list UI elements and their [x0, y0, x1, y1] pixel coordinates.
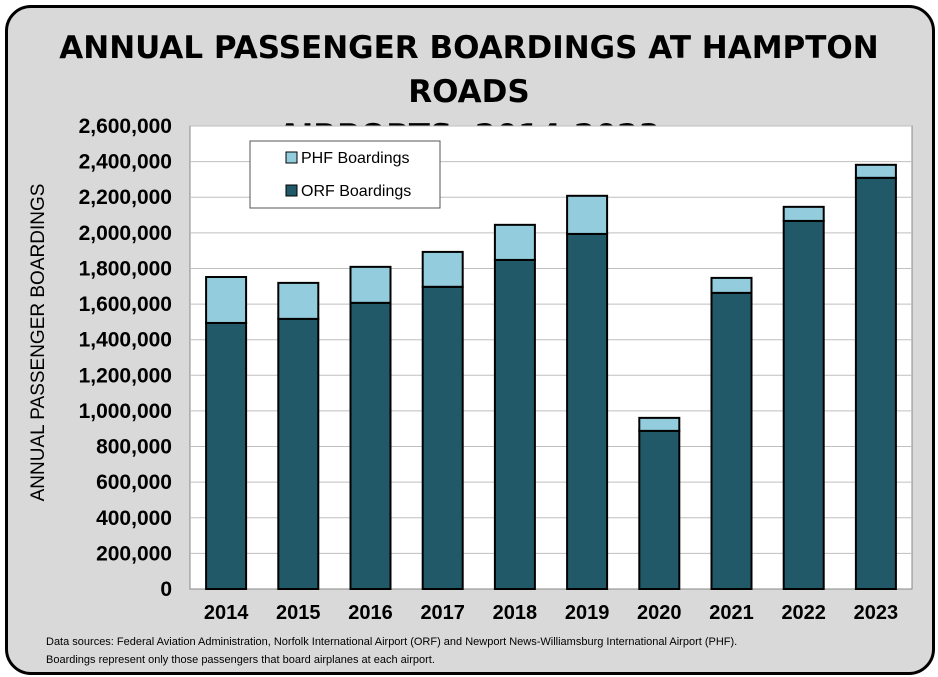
y-tick-label: 1,600,000 [79, 293, 172, 316]
x-tick-label: 2019 [565, 602, 610, 624]
bar-orf-2018 [493, 258, 536, 590]
y-tick-label: 400,000 [96, 507, 172, 530]
bar-phf-2019 [566, 194, 609, 235]
bar-orf-2019 [566, 232, 609, 590]
bar-orf-2017 [421, 285, 464, 590]
y-tick-label: 1,000,000 [79, 400, 172, 423]
bar-orf-2014 [205, 321, 248, 590]
y-tick-label: 2,200,000 [79, 186, 172, 209]
y-tick-label: 600,000 [96, 471, 172, 494]
y-tick-label: 0 [160, 578, 172, 601]
x-tick-label: 2016 [348, 602, 393, 624]
y-tick-label: 200,000 [96, 542, 172, 565]
x-tick-label: 2018 [493, 602, 538, 624]
legend-label: PHF Boardings [301, 150, 410, 167]
bar-phf-2015 [277, 281, 320, 320]
x-tick-label: 2017 [420, 602, 465, 624]
y-tick-label: 1,200,000 [79, 364, 172, 387]
y-tick-label: 2,400,000 [79, 151, 172, 174]
y-tick-label: 800,000 [96, 436, 172, 459]
y-tick-label: 2,000,000 [79, 222, 172, 245]
x-tick-label: 2014 [204, 602, 249, 624]
x-tick-label: 2022 [781, 602, 826, 624]
y-axis-label: ANNUAL PASSENGER BOARDINGS [28, 184, 49, 502]
y-tick-label: 1,400,000 [79, 329, 172, 352]
bar-orf-2015 [277, 317, 320, 590]
bar-orf-2023 [854, 176, 897, 591]
bar-phf-2018 [493, 223, 536, 261]
y-tick-label: 1,800,000 [79, 257, 172, 280]
x-tick-label: 2023 [854, 602, 899, 624]
data-source-notes: Data sources: Federal Aviation Administr… [46, 633, 737, 669]
bar-phf-2020 [638, 416, 681, 432]
bar-phf-2021 [710, 276, 753, 294]
bar-orf-2022 [782, 219, 825, 590]
bar-phf-2014 [205, 276, 248, 324]
legend-label: ORF Boardings [301, 183, 411, 200]
x-tick-label: 2020 [637, 602, 682, 624]
x-tick-label: 2015 [276, 602, 321, 624]
y-tick-label: 2,600,000 [79, 115, 172, 138]
note-line: Boardings represent only those passenger… [46, 654, 435, 666]
legend-swatch [285, 184, 298, 197]
bar-orf-2020 [638, 429, 681, 591]
title-line-1: ANNUAL PASSENGER BOARDINGS AT HAMPTON RO… [59, 30, 879, 110]
bar-phf-2016 [349, 265, 392, 304]
bar-phf-2023 [854, 163, 897, 179]
note-line: Data sources: Federal Aviation Administr… [46, 636, 738, 648]
legend-box [249, 140, 441, 209]
x-tick-label: 2021 [709, 602, 754, 624]
bar-phf-2017 [421, 250, 464, 288]
legend-swatch [285, 151, 298, 164]
bar-phf-2022 [782, 205, 825, 222]
bar-orf-2016 [349, 301, 392, 590]
bar-orf-2021 [710, 291, 753, 590]
